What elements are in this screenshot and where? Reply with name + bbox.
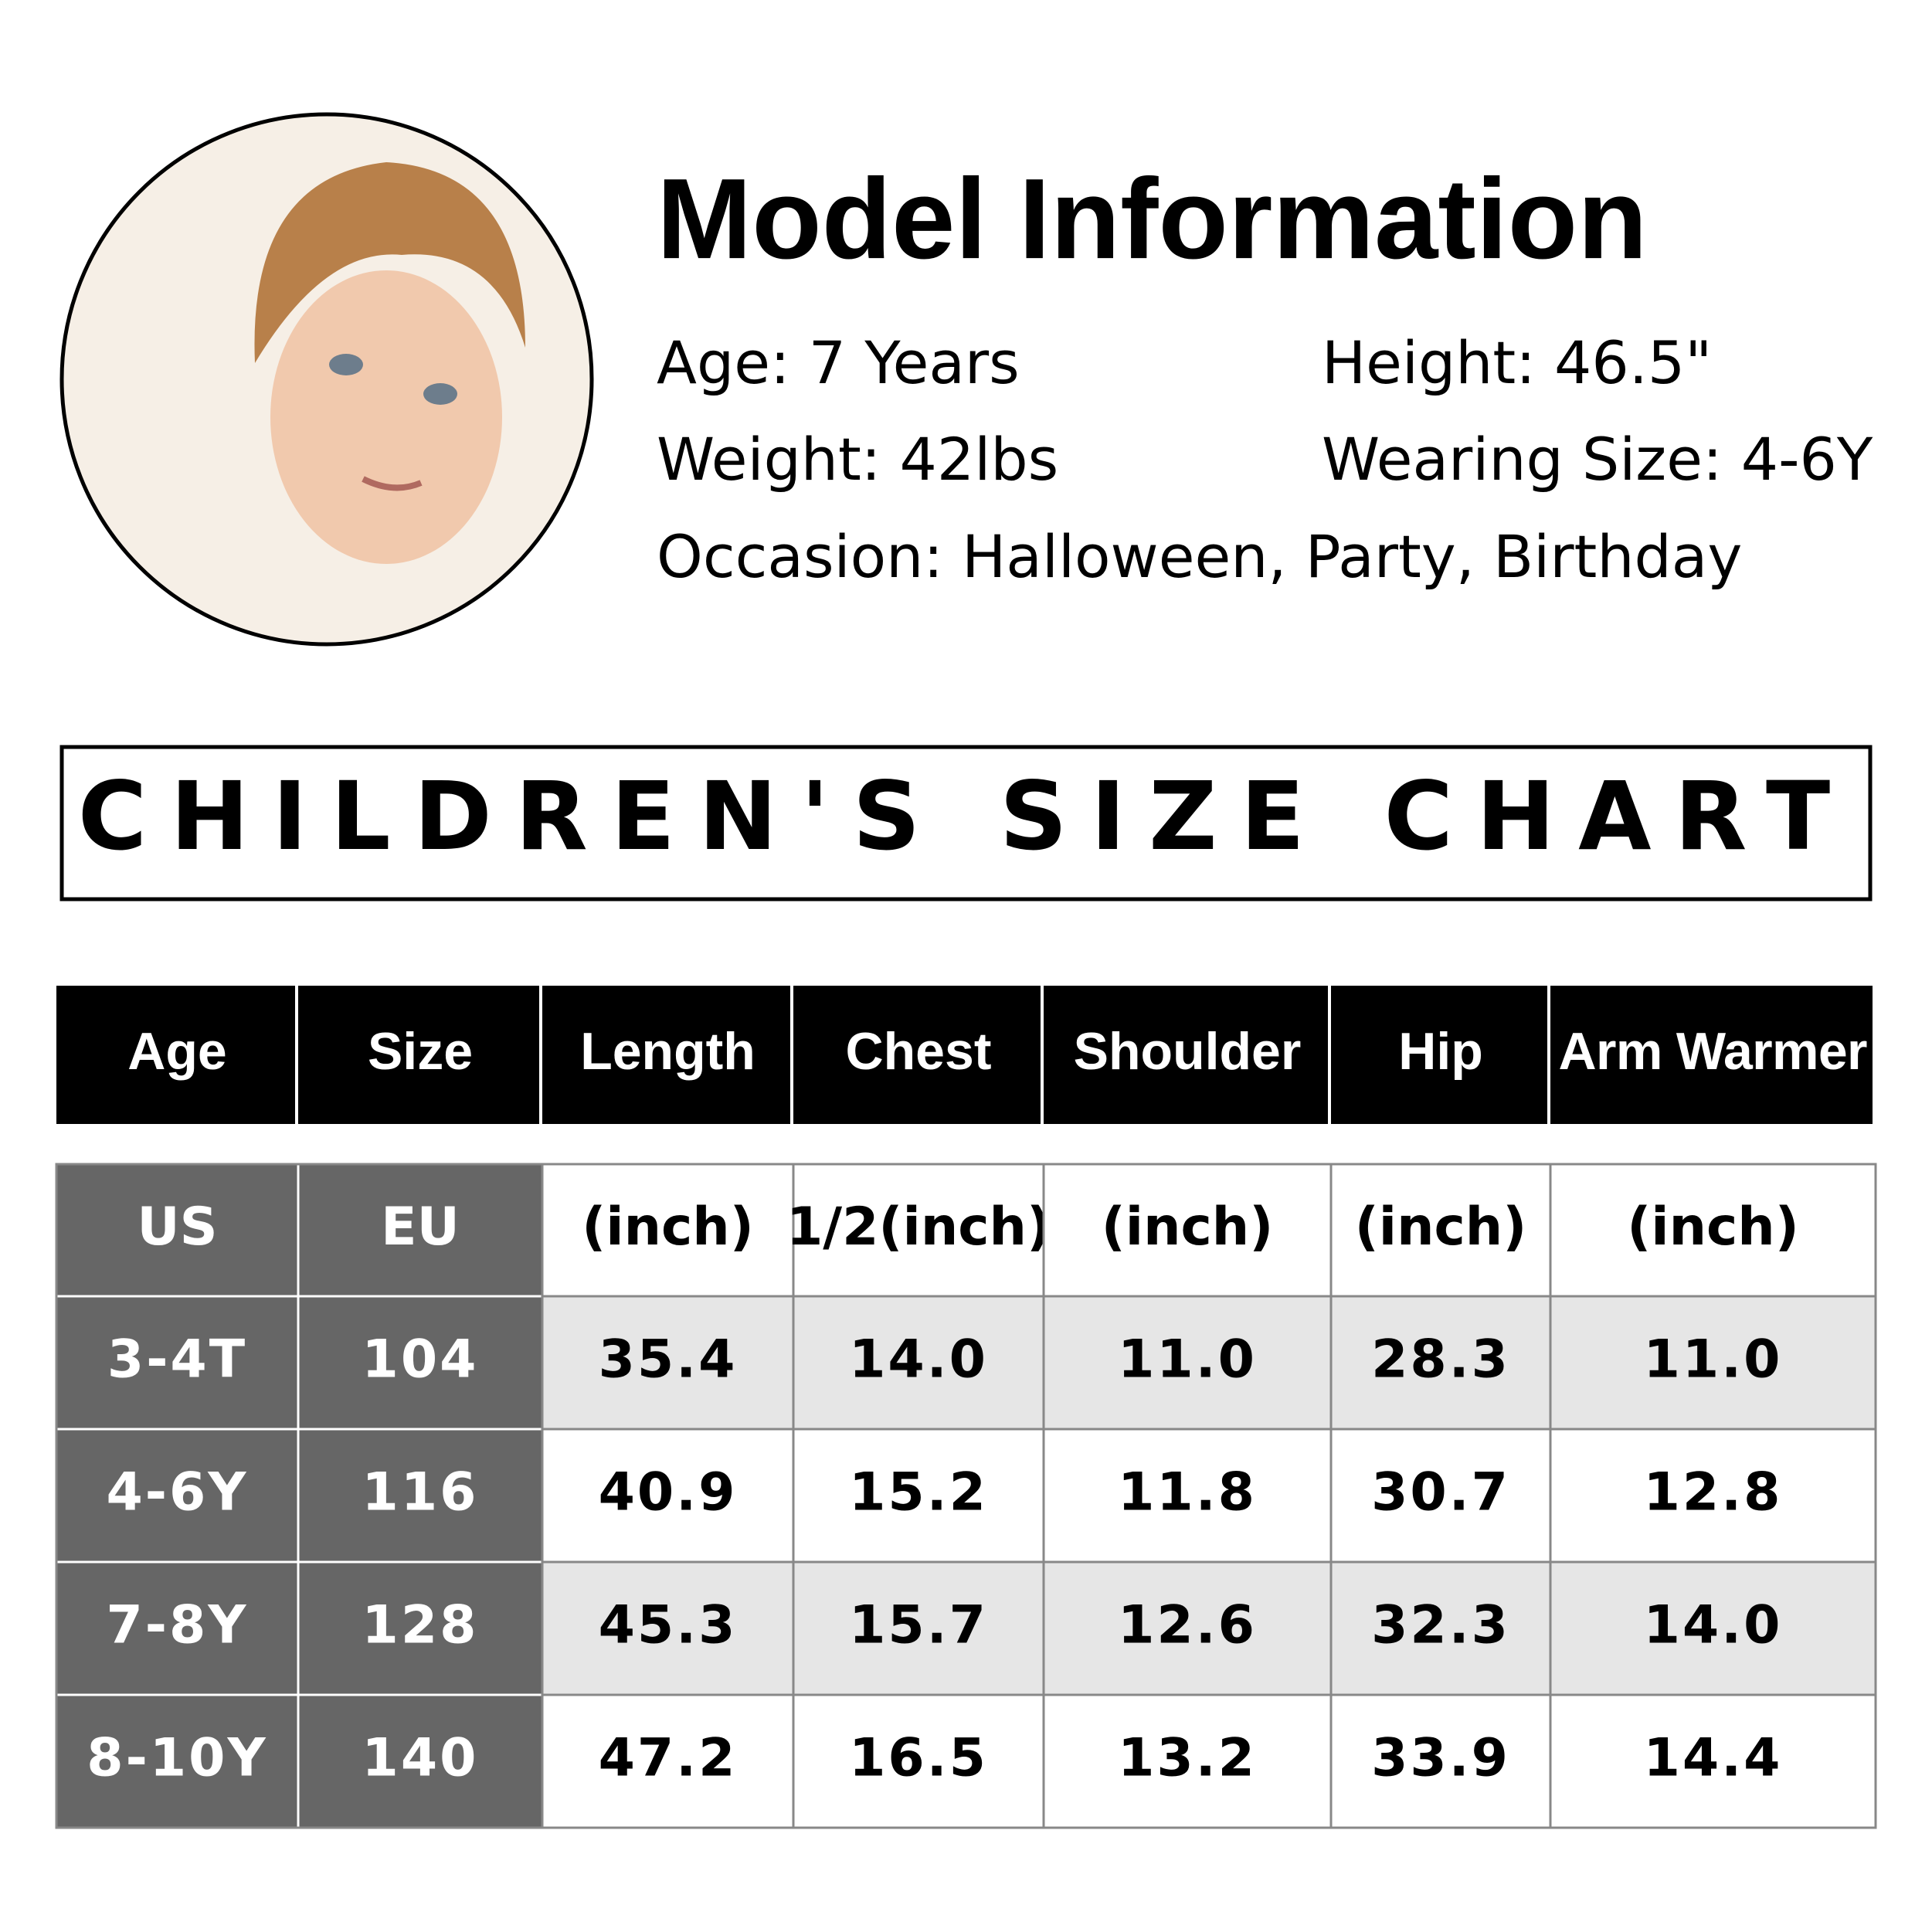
label-cell xyxy=(55,1693,300,1829)
value-cell xyxy=(1549,1428,1877,1564)
unit-label: (inch) xyxy=(582,1197,754,1258)
table-border xyxy=(55,1163,1877,1829)
measurement: 14.4 xyxy=(1644,1728,1783,1789)
unit-label: 1/2(inch) xyxy=(786,1197,1051,1258)
header-cell xyxy=(56,986,295,1124)
value-cell xyxy=(541,1428,795,1564)
value-cell xyxy=(1042,1428,1333,1564)
value-cell xyxy=(1042,1295,1333,1431)
header-cell xyxy=(793,986,1041,1124)
measurement: 14.0 xyxy=(849,1329,988,1390)
measurement: 11.0 xyxy=(1644,1329,1783,1390)
value-cell xyxy=(1549,1295,1877,1431)
measurement: 33.9 xyxy=(1371,1728,1510,1789)
value-cell xyxy=(541,1295,795,1431)
chart-title: CHILDREN'S SIZE CHART xyxy=(78,762,1853,871)
measurement: 35.4 xyxy=(599,1329,738,1390)
measurement: 45.3 xyxy=(599,1595,738,1656)
value-cell xyxy=(792,1295,1045,1431)
measurement: 12.8 xyxy=(1644,1462,1783,1523)
size-label: 128 xyxy=(362,1595,479,1656)
label-cell xyxy=(297,1560,544,1696)
model-detail: Weight: 42lbs xyxy=(657,425,1058,494)
value-cell xyxy=(792,1163,1045,1298)
value-cell xyxy=(1329,1295,1552,1431)
model-title: Model Information xyxy=(657,155,1648,283)
header-cell xyxy=(542,986,790,1124)
unit-label: (inch) xyxy=(1102,1197,1274,1258)
model-detail: Occasion: Halloween, Party, Birthday xyxy=(657,522,1742,591)
size-label: 140 xyxy=(362,1728,479,1789)
model-photo xyxy=(59,112,594,647)
measurement: 28.3 xyxy=(1371,1329,1510,1390)
size-label: 104 xyxy=(362,1329,479,1390)
value-cell xyxy=(1549,1163,1877,1298)
measurement: 32.3 xyxy=(1371,1595,1510,1656)
measurement: 13.2 xyxy=(1118,1728,1257,1789)
header-cell xyxy=(1044,986,1328,1124)
label-cell xyxy=(55,1295,300,1431)
size-label: 3-4T xyxy=(107,1329,247,1390)
header-cell xyxy=(1550,986,1873,1124)
value-cell xyxy=(792,1560,1045,1696)
size-label: 4-6Y xyxy=(106,1462,248,1523)
measurement: 16.5 xyxy=(849,1728,988,1789)
measurement: 11.0 xyxy=(1118,1329,1257,1390)
value-cell xyxy=(1549,1693,1877,1829)
size-label: US xyxy=(137,1197,217,1258)
header-label: Age xyxy=(127,1022,226,1081)
label-cell xyxy=(297,1428,544,1564)
measurement: 12.6 xyxy=(1118,1595,1257,1656)
header-cell xyxy=(1331,986,1547,1124)
header-label: Arm Warmer xyxy=(1559,1022,1868,1081)
unit-label: (inch) xyxy=(1627,1197,1799,1258)
size-label: 116 xyxy=(362,1462,479,1523)
size-label: EU xyxy=(381,1197,460,1258)
header-label: Shoulder xyxy=(1074,1022,1302,1081)
unit-label: (inch) xyxy=(1355,1197,1527,1258)
measurement: 15.2 xyxy=(849,1462,988,1523)
model-detail: Age: 7 Years xyxy=(657,328,1020,397)
value-cell xyxy=(1549,1560,1877,1696)
header-label: Chest xyxy=(846,1022,992,1081)
size-label: 8-10Y xyxy=(87,1728,267,1789)
model-detail: Height: 46.5" xyxy=(1322,328,1712,397)
measurement: 15.7 xyxy=(849,1595,988,1656)
measurement: 40.9 xyxy=(599,1462,738,1523)
value-cell xyxy=(1329,1693,1552,1829)
header-label: Length xyxy=(580,1022,755,1081)
model-detail: Wearing Size: 4-6Y xyxy=(1322,425,1873,494)
measurement: 11.8 xyxy=(1118,1462,1257,1523)
label-cell xyxy=(55,1428,300,1564)
measurement: 14.0 xyxy=(1644,1595,1783,1656)
label-cell xyxy=(297,1693,544,1829)
measurement: 47.2 xyxy=(599,1728,738,1789)
measurement: 30.7 xyxy=(1371,1462,1510,1523)
header-cell xyxy=(298,986,539,1124)
value-cell xyxy=(541,1693,795,1829)
header-label: Size xyxy=(368,1022,473,1081)
header-label: Hip xyxy=(1398,1022,1483,1081)
chart-title-box xyxy=(59,745,1873,901)
size-label: 7-8Y xyxy=(106,1595,248,1656)
